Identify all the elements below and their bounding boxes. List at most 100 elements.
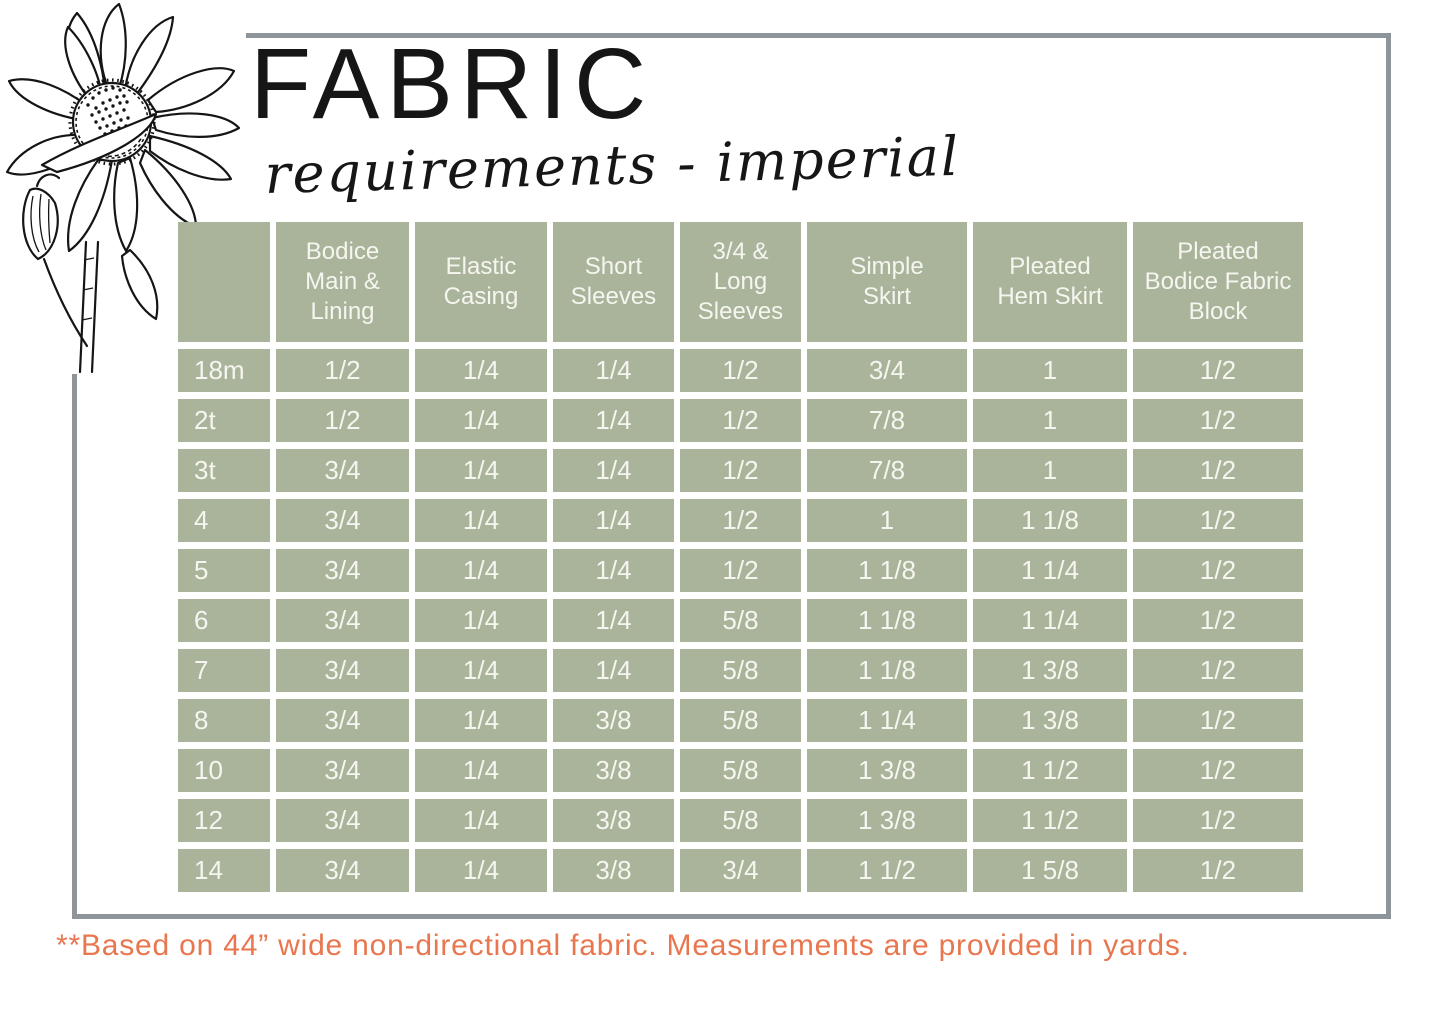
column-header: Pleated Bodice Fabric Block xyxy=(1133,222,1303,342)
row-size-label: 7 xyxy=(178,649,270,692)
yardage-cell: 3/4 xyxy=(276,449,409,492)
yardage-cell: 1/2 xyxy=(1133,649,1303,692)
row-size-label: 4 xyxy=(178,499,270,542)
column-header: Pleated Hem Skirt xyxy=(973,222,1127,342)
yardage-cell: 1/2 xyxy=(680,399,801,442)
yardage-cell: 1 1/4 xyxy=(973,549,1127,592)
yardage-cell: 1 3/8 xyxy=(973,699,1127,742)
yardage-cell: 1/2 xyxy=(1133,549,1303,592)
fabric-requirements-table: Bodice Main & Lining Elastic Casing Short … xyxy=(178,222,1303,892)
yardage-cell: 5/8 xyxy=(680,599,801,642)
yardage-cell: 1/4 xyxy=(415,649,547,692)
column-header: Short Sleeves xyxy=(553,222,674,342)
yardage-cell: 1/4 xyxy=(415,499,547,542)
yardage-cell: 3/4 xyxy=(276,499,409,542)
yardage-cell: 3/4 xyxy=(276,549,409,592)
yardage-cell: 1 xyxy=(973,399,1127,442)
column-header: Bodice Main & Lining xyxy=(276,222,409,342)
yardage-cell: 1/4 xyxy=(415,599,547,642)
yardage-cell: 3/4 xyxy=(680,849,801,892)
yardage-cell: 1 1/8 xyxy=(973,499,1127,542)
yardage-cell: 1 1/8 xyxy=(807,549,967,592)
yardage-cell: 3/8 xyxy=(553,699,674,742)
footnote: **Based on 44” wide non-directional fabr… xyxy=(56,929,1190,962)
yardage-cell: 1/4 xyxy=(415,449,547,492)
yardage-cell: 1/4 xyxy=(415,799,547,842)
yardage-cell: 1/4 xyxy=(415,749,547,792)
yardage-cell: 1/2 xyxy=(1133,849,1303,892)
row-size-label: 18m xyxy=(178,349,270,392)
yardage-cell: 1/2 xyxy=(1133,499,1303,542)
yardage-cell: 1 3/8 xyxy=(973,649,1127,692)
yardage-cell: 1 1/4 xyxy=(807,699,967,742)
yardage-cell: 1 xyxy=(973,449,1127,492)
yardage-cell: 1 xyxy=(973,349,1127,392)
yardage-cell: 1 3/8 xyxy=(807,799,967,842)
yardage-cell: 1/2 xyxy=(1133,449,1303,492)
yardage-cell: 5/8 xyxy=(680,699,801,742)
yardage-cell: 1/4 xyxy=(415,849,547,892)
yardage-cell: 1 1/2 xyxy=(807,849,967,892)
page-title: FABRIC xyxy=(250,28,654,140)
yardage-cell: 1/2 xyxy=(1133,799,1303,842)
row-size-label: 10 xyxy=(178,749,270,792)
yardage-cell: 3/4 xyxy=(276,749,409,792)
row-size-label: 6 xyxy=(178,599,270,642)
yardage-cell: 1/2 xyxy=(1133,749,1303,792)
title-block: FABRIC requirements - imperial xyxy=(250,28,961,206)
yardage-cell: 1/4 xyxy=(553,349,674,392)
sunflower-icon xyxy=(5,2,241,374)
yardage-cell: 7/8 xyxy=(807,399,967,442)
column-header: Elastic Casing xyxy=(415,222,547,342)
yardage-cell: 5/8 xyxy=(680,749,801,792)
yardage-cell: 1/4 xyxy=(553,549,674,592)
row-size-label: 2t xyxy=(178,399,270,442)
yardage-cell: 1 1/4 xyxy=(973,599,1127,642)
yardage-cell: 1/4 xyxy=(553,599,674,642)
yardage-cell: 1 1/2 xyxy=(973,799,1127,842)
border-frame xyxy=(72,33,1391,919)
row-size-label: 14 xyxy=(178,849,270,892)
yardage-cell: 5/8 xyxy=(680,649,801,692)
yardage-cell: 1 3/8 xyxy=(807,749,967,792)
yardage-cell: 1 1/8 xyxy=(807,599,967,642)
yardage-cell: 3/4 xyxy=(807,349,967,392)
page-subtitle: requirements - imperial xyxy=(263,124,961,206)
yardage-cell: 1 5/8 xyxy=(973,849,1127,892)
yardage-cell: 3/4 xyxy=(276,599,409,642)
yardage-cell: 1 1/8 xyxy=(807,649,967,692)
yardage-cell: 7/8 xyxy=(807,449,967,492)
yardage-cell: 3/4 xyxy=(276,649,409,692)
yardage-cell: 3/8 xyxy=(553,799,674,842)
yardage-cell: 1/2 xyxy=(680,449,801,492)
yardage-cell: 1/2 xyxy=(680,549,801,592)
yardage-cell: 1/4 xyxy=(553,499,674,542)
yardage-cell: 1/4 xyxy=(553,649,674,692)
yardage-cell: 1/2 xyxy=(276,349,409,392)
row-size-label: 8 xyxy=(178,699,270,742)
yardage-cell: 1/4 xyxy=(415,349,547,392)
yardage-cell: 3/4 xyxy=(276,849,409,892)
column-header: 3/4 & Long Sleeves xyxy=(680,222,801,342)
yardage-cell: 1/4 xyxy=(415,549,547,592)
yardage-cell: 1/4 xyxy=(553,399,674,442)
yardage-cell: 1 xyxy=(807,499,967,542)
yardage-cell: 1/2 xyxy=(1133,699,1303,742)
yardage-cell: 1/4 xyxy=(553,449,674,492)
yardage-cell: 1/4 xyxy=(415,699,547,742)
yardage-cell: 5/8 xyxy=(680,799,801,842)
column-header: Simple Skirt xyxy=(807,222,967,342)
yardage-cell: 3/4 xyxy=(276,799,409,842)
row-size-label: 5 xyxy=(178,549,270,592)
corner-cell xyxy=(178,222,270,342)
yardage-cell: 1/2 xyxy=(1133,349,1303,392)
yardage-cell: 1/2 xyxy=(276,399,409,442)
yardage-cell: 3/8 xyxy=(553,849,674,892)
row-size-label: 3t xyxy=(178,449,270,492)
yardage-cell: 1/2 xyxy=(1133,599,1303,642)
yardage-cell: 3/8 xyxy=(553,749,674,792)
row-size-label: 12 xyxy=(178,799,270,842)
yardage-cell: 3/4 xyxy=(276,699,409,742)
yardage-cell: 1/4 xyxy=(415,399,547,442)
